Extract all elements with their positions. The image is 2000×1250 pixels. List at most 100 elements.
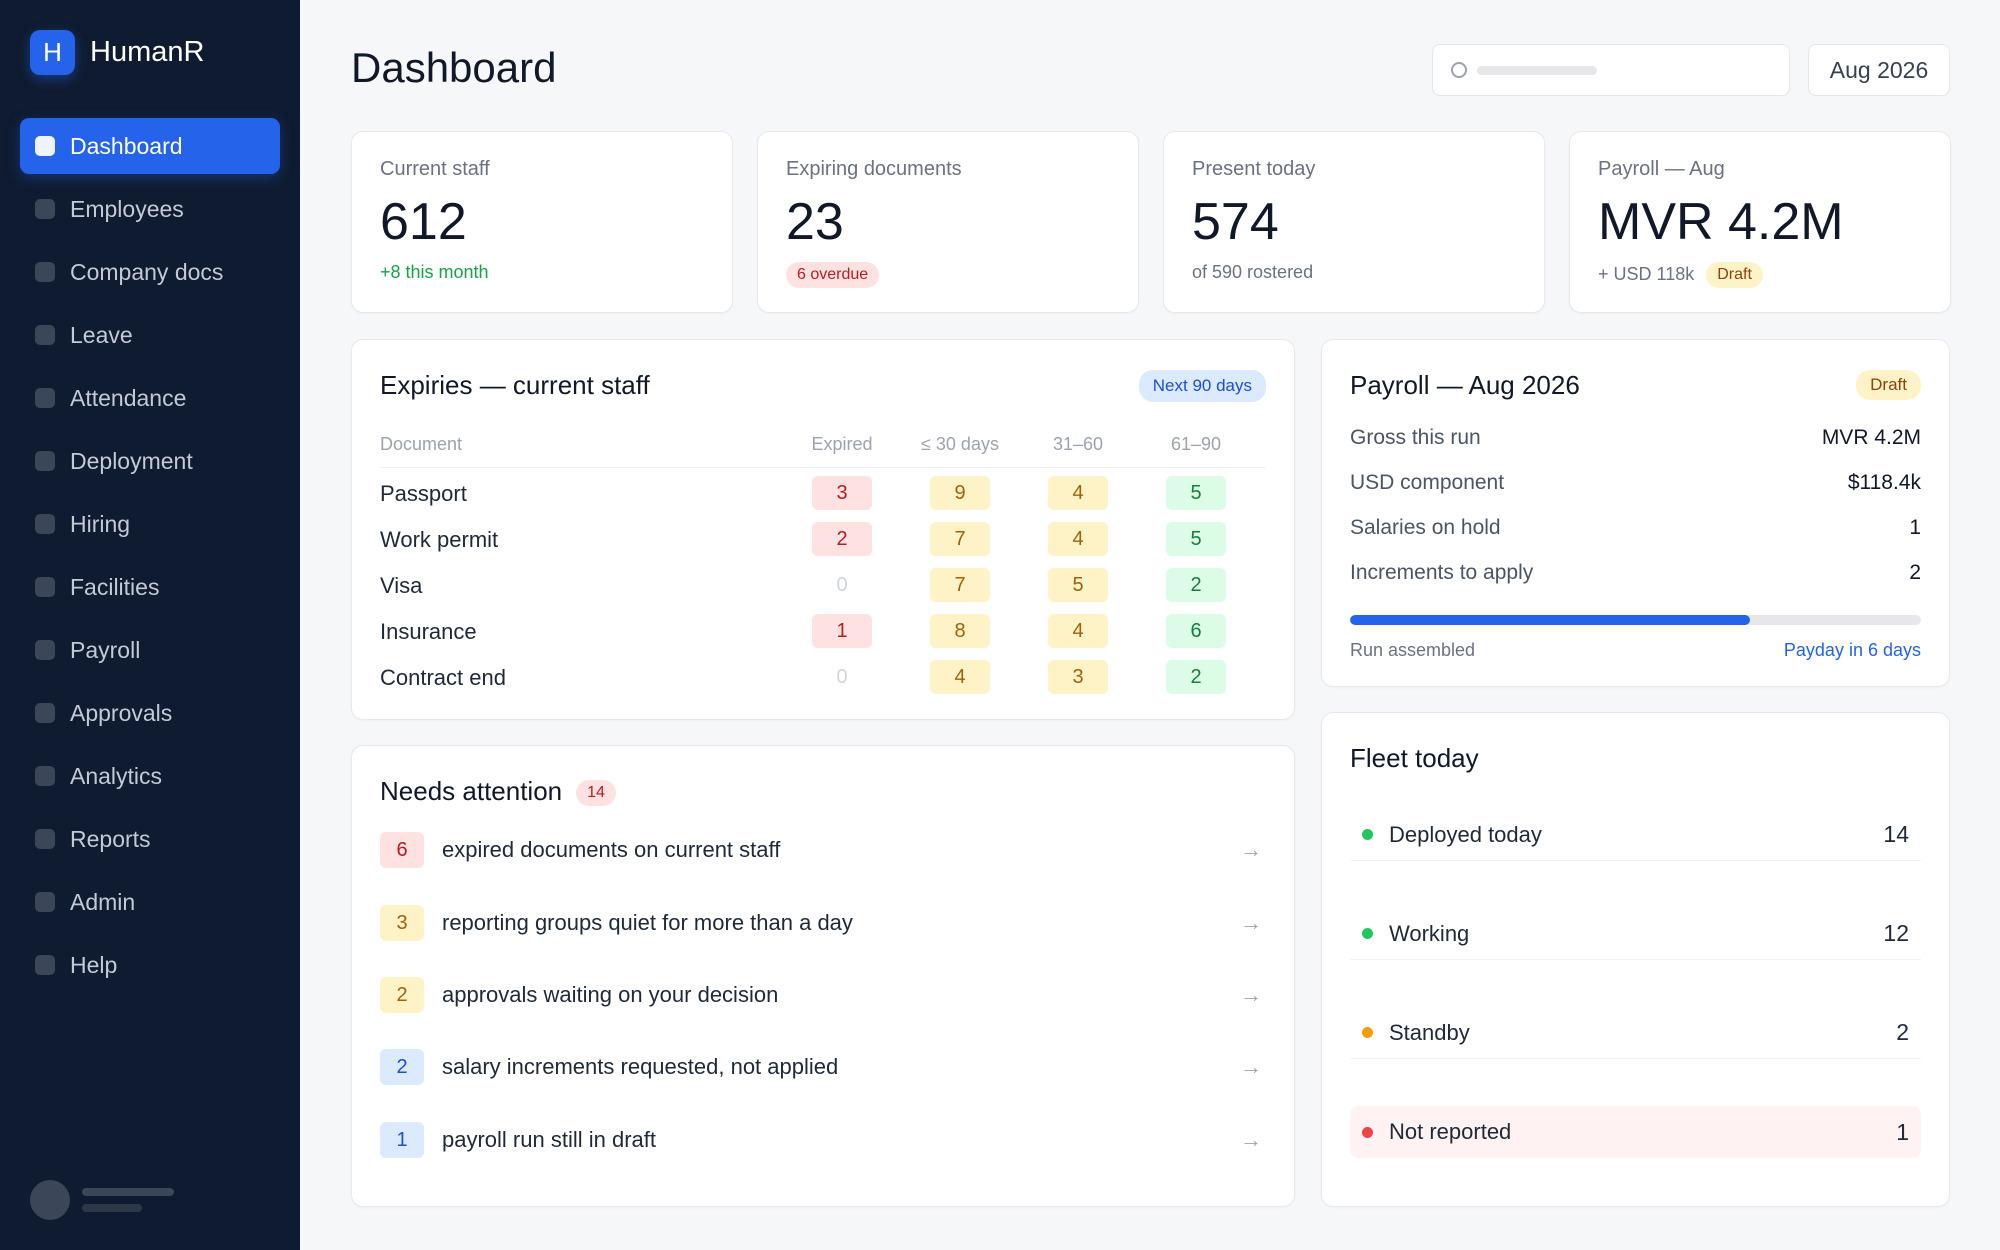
attention-item[interactable]: 2 approvals waiting on your decision → [380,975,1266,1015]
sidebar-item-reports[interactable]: Reports [20,811,280,867]
payday-link[interactable]: Payday in 6 days [1783,640,1921,660]
draft-badge: Draft [1706,261,1763,288]
column-header: 31–60 [1052,434,1104,454]
table-row[interactable]: Work permit 2 7 4 5 [380,519,1266,559]
61-90-count[interactable]: 6 [1166,614,1226,648]
payroll-row-value: 2 [1909,561,1921,584]
arrow-right-icon: → [1240,1054,1262,1079]
kpi-sub: + USD 118k [1598,264,1695,285]
expiries-table-header: Document Expired ≤ 30 days 31–60 61–90 [380,428,1266,468]
kpi-card-current-staff[interactable]: Current staff 612 +8 this month [351,131,733,313]
31-60-count[interactable]: 4 [1048,614,1108,648]
kpi-label: Payroll — Aug [1598,158,1725,180]
sidebar-item-employees[interactable]: Employees [20,181,280,237]
expired-count[interactable]: 1 [812,614,872,648]
sidebar-item-payroll[interactable]: Payroll [20,622,280,678]
admin-icon [35,892,55,912]
kpi-card-payroll[interactable]: Payroll — Aug MVR 4.2M + USD 118k Draft [1569,131,1951,313]
draft-badge: Draft [1856,370,1921,400]
expiries-title: Expiries — current staff [380,370,650,400]
sidebar-item-admin[interactable]: Admin [20,874,280,930]
dashboard-icon [35,136,55,156]
brand-name: HumanR [90,36,205,68]
period-badge[interactable]: Next 90 days [1138,370,1266,402]
sidebar: H HumanR Dashboard Employees Company doc… [0,0,300,1250]
needs-attention-card: Needs attention 14 6 expired documents on… [351,745,1295,1207]
fleet-value: 14 [1883,821,1909,847]
sidebar-item-label: Facilities [70,573,160,600]
deployment-icon [35,451,55,471]
payroll-row: Salaries on hold 1 [1350,516,1921,540]
sidebar-item-label: Payroll [70,636,141,663]
column-header: Expired [811,434,873,454]
sidebar-item-facilities[interactable]: Facilities [20,559,280,615]
kpi-sub: of 590 rostered [1192,261,1314,282]
sidebar-item-deployment[interactable]: Deployment [20,433,280,489]
table-row[interactable]: Insurance 1 8 4 6 [380,611,1266,651]
sidebar-item-analytics[interactable]: Analytics [20,748,280,804]
attention-count: 3 [380,905,424,941]
within-30-count[interactable]: 7 [930,522,990,556]
company-docs-icon [35,262,55,282]
brand[interactable]: H HumanR [30,30,204,75]
user-menu[interactable] [30,1180,174,1220]
sidebar-item-attendance[interactable]: Attendance [20,370,280,426]
payroll-card: Payroll — Aug 2026 Draft Gross this run M… [1321,339,1950,687]
status-dot [1362,1027,1373,1038]
kpi-value: MVR 4.2M [1598,193,1844,251]
table-row[interactable]: Visa 0 7 5 2 [380,565,1266,605]
sidebar-item-leave[interactable]: Leave [20,307,280,363]
fleet-row-working[interactable]: Working 12 [1350,908,1921,960]
61-90-count[interactable]: 5 [1166,476,1226,510]
within-30-count[interactable]: 8 [930,614,990,648]
status-dot [1362,928,1373,939]
expired-count[interactable]: 2 [812,522,872,556]
search-input[interactable] [1432,44,1790,96]
within-30-count[interactable]: 7 [930,568,990,602]
sidebar-item-help[interactable]: Help [20,937,280,993]
sidebar-item-company-docs[interactable]: Company docs [20,244,280,300]
attention-item[interactable]: 3 reporting groups quiet for more than a… [380,903,1266,943]
sidebar-item-hiring[interactable]: Hiring [20,496,280,552]
kpi-label: Expiring documents [786,158,962,180]
sidebar-item-dashboard[interactable]: Dashboard [20,118,280,174]
sidebar-item-label: Employees [70,195,184,222]
period-selector-button[interactable]: Aug 2026 [1808,44,1950,96]
kpi-card-expiring-documents[interactable]: Expiring documents 23 6 overdue [757,131,1139,313]
attention-item[interactable]: 2 salary increments requested, not appli… [380,1047,1266,1087]
table-row[interactable]: Passport 3 9 4 5 [380,473,1266,513]
within-30-count[interactable]: 4 [930,660,990,694]
31-60-count[interactable]: 4 [1048,476,1108,510]
page-title: Dashboard [351,44,557,91]
attention-text: expired documents on current staff [442,837,781,862]
31-60-count[interactable]: 3 [1048,660,1108,694]
61-90-count[interactable]: 2 [1166,568,1226,602]
expired-count: 0 [836,665,848,688]
attention-item[interactable]: 1 payroll run still in draft → [380,1120,1266,1160]
arrow-right-icon: → [1240,910,1262,935]
payroll-progress-fill [1350,615,1750,625]
fleet-row-deployed[interactable]: Deployed today 14 [1350,809,1921,861]
fleet-row-standby[interactable]: Standby 2 [1350,1007,1921,1059]
fleet-row-not-reported[interactable]: Not reported 1 [1350,1106,1921,1158]
sidebar-item-approvals[interactable]: Approvals [20,685,280,741]
kpi-card-present-today[interactable]: Present today 574 of 590 rostered [1163,131,1545,313]
brand-logo-icon: H [30,30,75,75]
sidebar-item-label: Leave [70,321,133,348]
attention-item[interactable]: 6 expired documents on current staff → [380,830,1266,870]
within-30-count[interactable]: 9 [930,476,990,510]
attention-text: reporting groups quiet for more than a d… [442,910,853,935]
expired-count[interactable]: 3 [812,476,872,510]
document-name: Contract end [380,665,506,690]
31-60-count[interactable]: 5 [1048,568,1108,602]
fleet-label: Not reported [1389,1119,1512,1144]
61-90-count[interactable]: 2 [1166,660,1226,694]
attention-count-badge: 14 [576,780,616,806]
31-60-count[interactable]: 4 [1048,522,1108,556]
column-header: 61–90 [1170,434,1222,454]
payroll-row-value: MVR 4.2M [1821,426,1921,449]
progress-label: Run assembled [1350,640,1476,660]
61-90-count[interactable]: 5 [1166,522,1226,556]
attention-count: 2 [380,977,424,1013]
table-row[interactable]: Contract end 0 4 3 2 [380,657,1266,697]
